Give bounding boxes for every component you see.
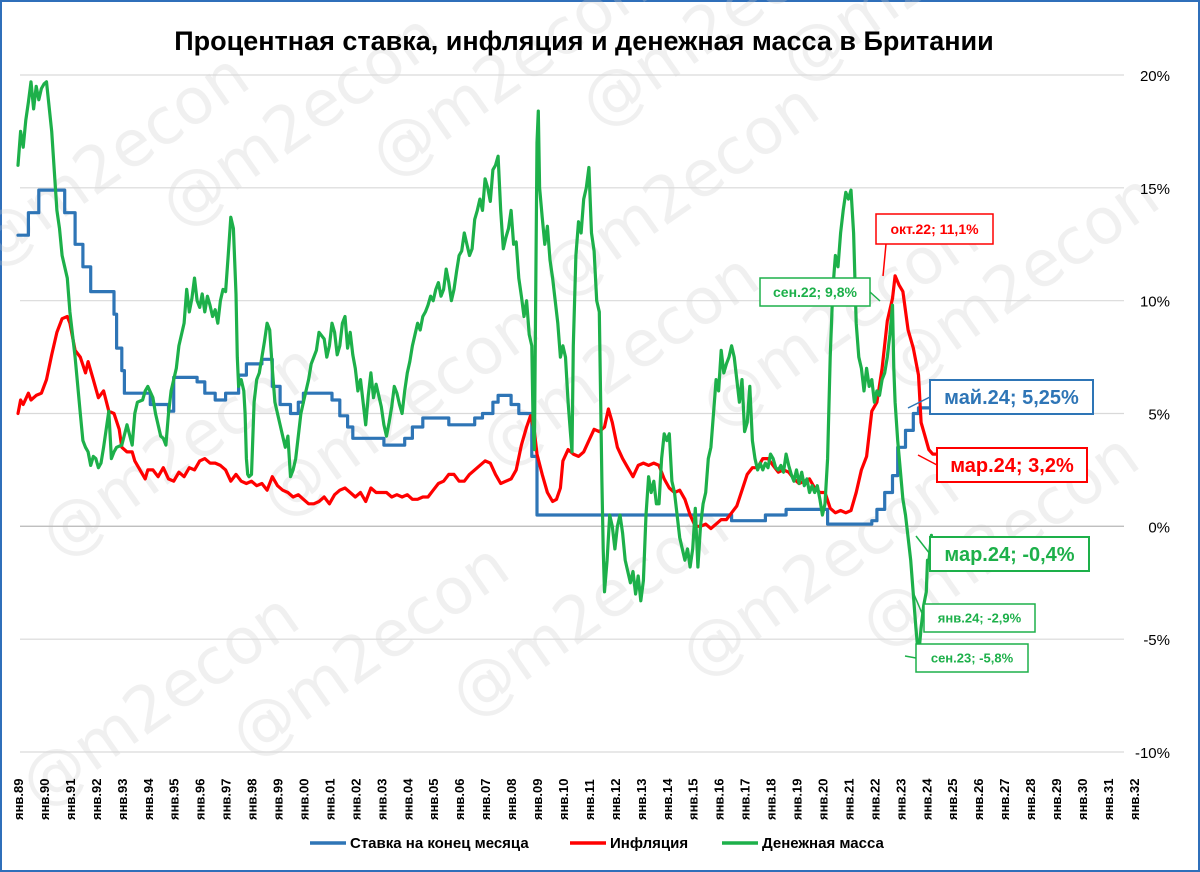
x-tick-label: янв.01 xyxy=(322,778,337,820)
annotation-label: мар.24; -0,4% xyxy=(944,544,1074,566)
annotations: окт.22; 11,1% сен.22; 9,8% май.24; 5,25% ма… xyxy=(759,213,1094,673)
x-tick-label: янв.27 xyxy=(997,778,1012,820)
legend-label: Денежная масса xyxy=(762,835,884,852)
x-tick-label: янв.06 xyxy=(452,778,467,820)
x-tick-label: янв.96 xyxy=(193,778,208,820)
annotation-callout: сен.22; 9,8% xyxy=(759,277,881,307)
annotation-callout: янв.24; -2,9% xyxy=(912,591,1036,633)
x-tick-label: янв.98 xyxy=(245,778,260,820)
annotation-callout: май.24; 5,25% xyxy=(907,379,1094,415)
x-tick-label: янв.08 xyxy=(504,778,519,820)
x-tick-label: янв.19 xyxy=(790,778,805,820)
annotation-leader xyxy=(917,454,938,466)
x-tick-label: янв.99 xyxy=(271,778,286,820)
x-tick-label: янв.16 xyxy=(712,778,727,820)
annotation-box xyxy=(875,213,994,245)
y-tick-label: 10% xyxy=(1140,294,1170,311)
annotation-label: окт.22; 11,1% xyxy=(890,221,979,237)
x-tick-label: янв.18 xyxy=(764,778,779,820)
x-tick-label: янв.02 xyxy=(348,778,363,820)
x-tick-label: янв.90 xyxy=(37,778,52,820)
x-tick-label: янв.05 xyxy=(426,778,441,820)
x-tick-label: янв.23 xyxy=(893,778,908,820)
annotation-label: янв.24; -2,9% xyxy=(938,611,1022,626)
annotation-callout: мар.24; 3,2% xyxy=(917,447,1088,483)
x-tick-label: янв.14 xyxy=(660,778,675,820)
x-tick-label: янв.21 xyxy=(841,778,856,820)
annotation-leader xyxy=(904,655,917,659)
y-tick-label: -5% xyxy=(1143,632,1170,649)
annotation-callout: сен.23; -5,8% xyxy=(904,643,1029,673)
x-tick-label: янв.32 xyxy=(1127,778,1142,820)
x-tick-label: янв.07 xyxy=(478,778,493,820)
annotation-leader xyxy=(912,591,925,619)
series-lines xyxy=(16,80,939,659)
legend: Ставка на конец месяца Инфляция Денежная м… xyxy=(310,835,884,852)
series-line-2 xyxy=(16,274,939,531)
annotation-callout: окт.22; 11,1% xyxy=(875,213,994,277)
x-tick-label: янв.30 xyxy=(1075,778,1090,820)
annotation-box xyxy=(759,277,871,307)
x-tick-label: янв.24 xyxy=(919,778,934,820)
y-tick-label: 20% xyxy=(1140,68,1170,85)
x-axis-ticks: янв.89 янв.90 янв.91 янв.92 янв.93 янв.94 янв.… xyxy=(11,778,1142,820)
x-tick-label: янв.29 xyxy=(1049,778,1064,820)
annotation-leader xyxy=(882,243,887,277)
series-line-3 xyxy=(16,80,933,659)
annotation-label: сен.23; -5,8% xyxy=(931,651,1014,666)
x-tick-label: янв.12 xyxy=(608,778,623,820)
annotation-box xyxy=(923,603,1036,633)
x-tick-label: янв.13 xyxy=(634,778,649,820)
x-tick-label: янв.17 xyxy=(738,778,753,820)
x-tick-label: янв.22 xyxy=(867,778,882,820)
x-tick-label: янв.31 xyxy=(1101,778,1116,820)
x-tick-label: янв.00 xyxy=(296,778,311,820)
x-tick-label: янв.89 xyxy=(11,778,26,820)
x-tick-label: янв.92 xyxy=(89,778,104,820)
x-tick-label: янв.04 xyxy=(400,778,415,820)
gridlines xyxy=(20,74,1124,753)
x-tick-label: янв.93 xyxy=(115,778,130,820)
x-tick-label: янв.28 xyxy=(1023,778,1038,820)
annotation-label: май.24; 5,25% xyxy=(944,387,1079,409)
x-tick-label: янв.91 xyxy=(63,778,78,820)
annotation-box xyxy=(929,379,1094,415)
annotation-leader xyxy=(869,291,881,302)
y-tick-label: 5% xyxy=(1148,407,1170,424)
x-tick-label: янв.10 xyxy=(556,778,571,820)
y-tick-label: 0% xyxy=(1148,519,1170,536)
x-tick-label: янв.26 xyxy=(971,778,986,820)
y-tick-label: -10% xyxy=(1135,745,1170,762)
chart-title: Процентная ставка, инфляция и денежная м… xyxy=(174,26,994,56)
annotation-box xyxy=(915,643,1029,673)
x-tick-label: янв.15 xyxy=(686,778,701,820)
y-tick-label: 15% xyxy=(1140,181,1170,198)
annotation-box xyxy=(936,447,1088,483)
x-tick-label: янв.94 xyxy=(141,778,156,820)
x-tick-label: янв.20 xyxy=(815,778,830,820)
x-tick-label: янв.09 xyxy=(530,778,545,820)
x-tick-label: янв.03 xyxy=(374,778,389,820)
x-tick-label: янв.95 xyxy=(167,778,182,820)
annotation-label: мар.24; 3,2% xyxy=(950,455,1074,477)
annotation-leader xyxy=(915,535,931,555)
annotation-box xyxy=(929,536,1090,572)
x-tick-label: янв.11 xyxy=(582,779,597,820)
x-tick-label: янв.25 xyxy=(945,778,960,820)
annotation-callout: мар.24; -0,4% xyxy=(915,535,1090,572)
y-axis-ticks: 20% 15% 10% 5% 0% -5% -10% xyxy=(1135,68,1170,762)
x-tick-label: янв.97 xyxy=(219,778,234,820)
legend-label: Ставка на конец месяца xyxy=(350,835,529,852)
legend-label: Инфляция xyxy=(610,835,688,852)
annotation-label: сен.22; 9,8% xyxy=(773,284,858,300)
annotation-leader xyxy=(907,396,931,409)
